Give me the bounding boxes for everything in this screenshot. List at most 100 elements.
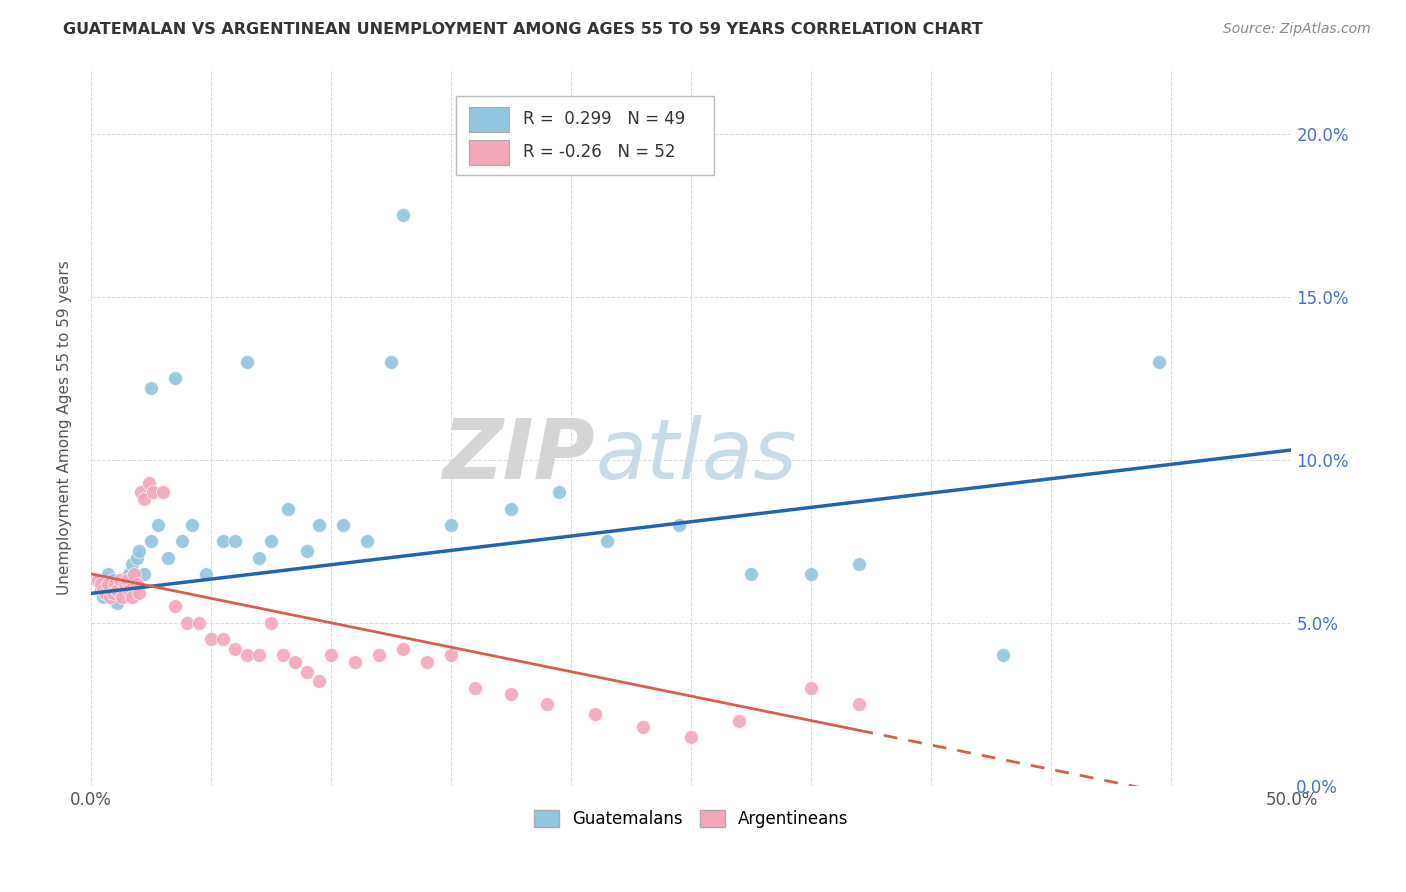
Point xyxy=(728,714,751,728)
Point xyxy=(380,355,402,369)
Point xyxy=(104,590,127,604)
Point xyxy=(392,641,415,656)
Point xyxy=(284,655,307,669)
Point xyxy=(98,583,121,598)
Point xyxy=(1149,355,1171,369)
Y-axis label: Unemployment Among Ages 55 to 59 years: Unemployment Among Ages 55 to 59 years xyxy=(58,260,72,595)
Point xyxy=(740,566,762,581)
Point xyxy=(848,557,870,571)
Point xyxy=(993,648,1015,663)
Point xyxy=(800,566,823,581)
Text: atlas: atlas xyxy=(595,416,797,496)
Point xyxy=(91,590,114,604)
Point xyxy=(464,681,486,695)
Point xyxy=(139,534,162,549)
Point xyxy=(118,583,141,598)
Text: GUATEMALAN VS ARGENTINEAN UNEMPLOYMENT AMONG AGES 55 TO 59 YEARS CORRELATION CHA: GUATEMALAN VS ARGENTINEAN UNEMPLOYMENT A… xyxy=(63,22,983,37)
Point xyxy=(156,550,179,565)
Point xyxy=(631,720,654,734)
Bar xyxy=(470,106,509,132)
Point xyxy=(195,566,218,581)
Point xyxy=(115,574,138,588)
Point xyxy=(224,641,246,656)
Point xyxy=(308,674,330,689)
Point xyxy=(277,501,299,516)
Point xyxy=(105,596,128,610)
Point xyxy=(247,648,270,663)
Point xyxy=(501,501,523,516)
Point xyxy=(392,208,415,222)
Point xyxy=(111,590,134,604)
Point xyxy=(271,648,294,663)
Point xyxy=(176,615,198,630)
Point xyxy=(583,707,606,722)
Point xyxy=(308,518,330,533)
Point xyxy=(260,534,283,549)
Bar xyxy=(456,95,714,175)
Point xyxy=(152,485,174,500)
Point xyxy=(260,615,283,630)
Point xyxy=(115,574,138,588)
Point xyxy=(94,576,117,591)
Point xyxy=(90,583,112,598)
Point xyxy=(188,615,211,630)
Point xyxy=(212,632,235,646)
Point xyxy=(128,544,150,558)
Point xyxy=(163,371,186,385)
Point xyxy=(440,518,463,533)
Point xyxy=(90,576,112,591)
Point xyxy=(101,574,124,588)
Point xyxy=(536,698,558,712)
Point xyxy=(101,586,124,600)
Point xyxy=(114,576,136,591)
Point xyxy=(97,576,120,591)
Point xyxy=(332,518,354,533)
Point xyxy=(548,485,571,500)
Point xyxy=(344,655,367,669)
Point xyxy=(87,574,110,588)
Point xyxy=(91,583,114,598)
Text: R =  0.299   N = 49: R = 0.299 N = 49 xyxy=(523,110,685,128)
Point xyxy=(224,534,246,549)
Point xyxy=(94,586,117,600)
Point xyxy=(104,576,127,591)
Point xyxy=(800,681,823,695)
Point xyxy=(295,665,318,679)
Point xyxy=(142,485,165,500)
Point xyxy=(121,557,143,571)
Point xyxy=(121,590,143,604)
Point xyxy=(131,485,153,500)
Point xyxy=(668,518,690,533)
Point xyxy=(118,566,141,581)
Point xyxy=(681,730,703,744)
Point xyxy=(132,566,155,581)
Point xyxy=(146,518,169,533)
Point xyxy=(172,534,194,549)
Point xyxy=(108,580,131,594)
Point xyxy=(295,544,318,558)
Point xyxy=(163,599,186,614)
Point xyxy=(87,574,110,588)
Point xyxy=(97,566,120,581)
Point xyxy=(111,583,134,598)
Point xyxy=(501,688,523,702)
Point xyxy=(132,491,155,506)
Point xyxy=(180,518,202,533)
Point xyxy=(247,550,270,565)
Point xyxy=(139,381,162,395)
Point xyxy=(125,550,148,565)
Text: ZIP: ZIP xyxy=(443,416,595,496)
Point xyxy=(138,475,160,490)
Point xyxy=(356,534,378,549)
Point xyxy=(212,534,235,549)
Point xyxy=(125,576,148,591)
Point xyxy=(105,583,128,598)
Text: R = -0.26   N = 52: R = -0.26 N = 52 xyxy=(523,143,676,161)
Point xyxy=(319,648,342,663)
Point xyxy=(200,632,222,646)
Point xyxy=(368,648,391,663)
Point xyxy=(848,698,870,712)
Point xyxy=(122,583,145,598)
Point xyxy=(108,574,131,588)
Point xyxy=(596,534,619,549)
